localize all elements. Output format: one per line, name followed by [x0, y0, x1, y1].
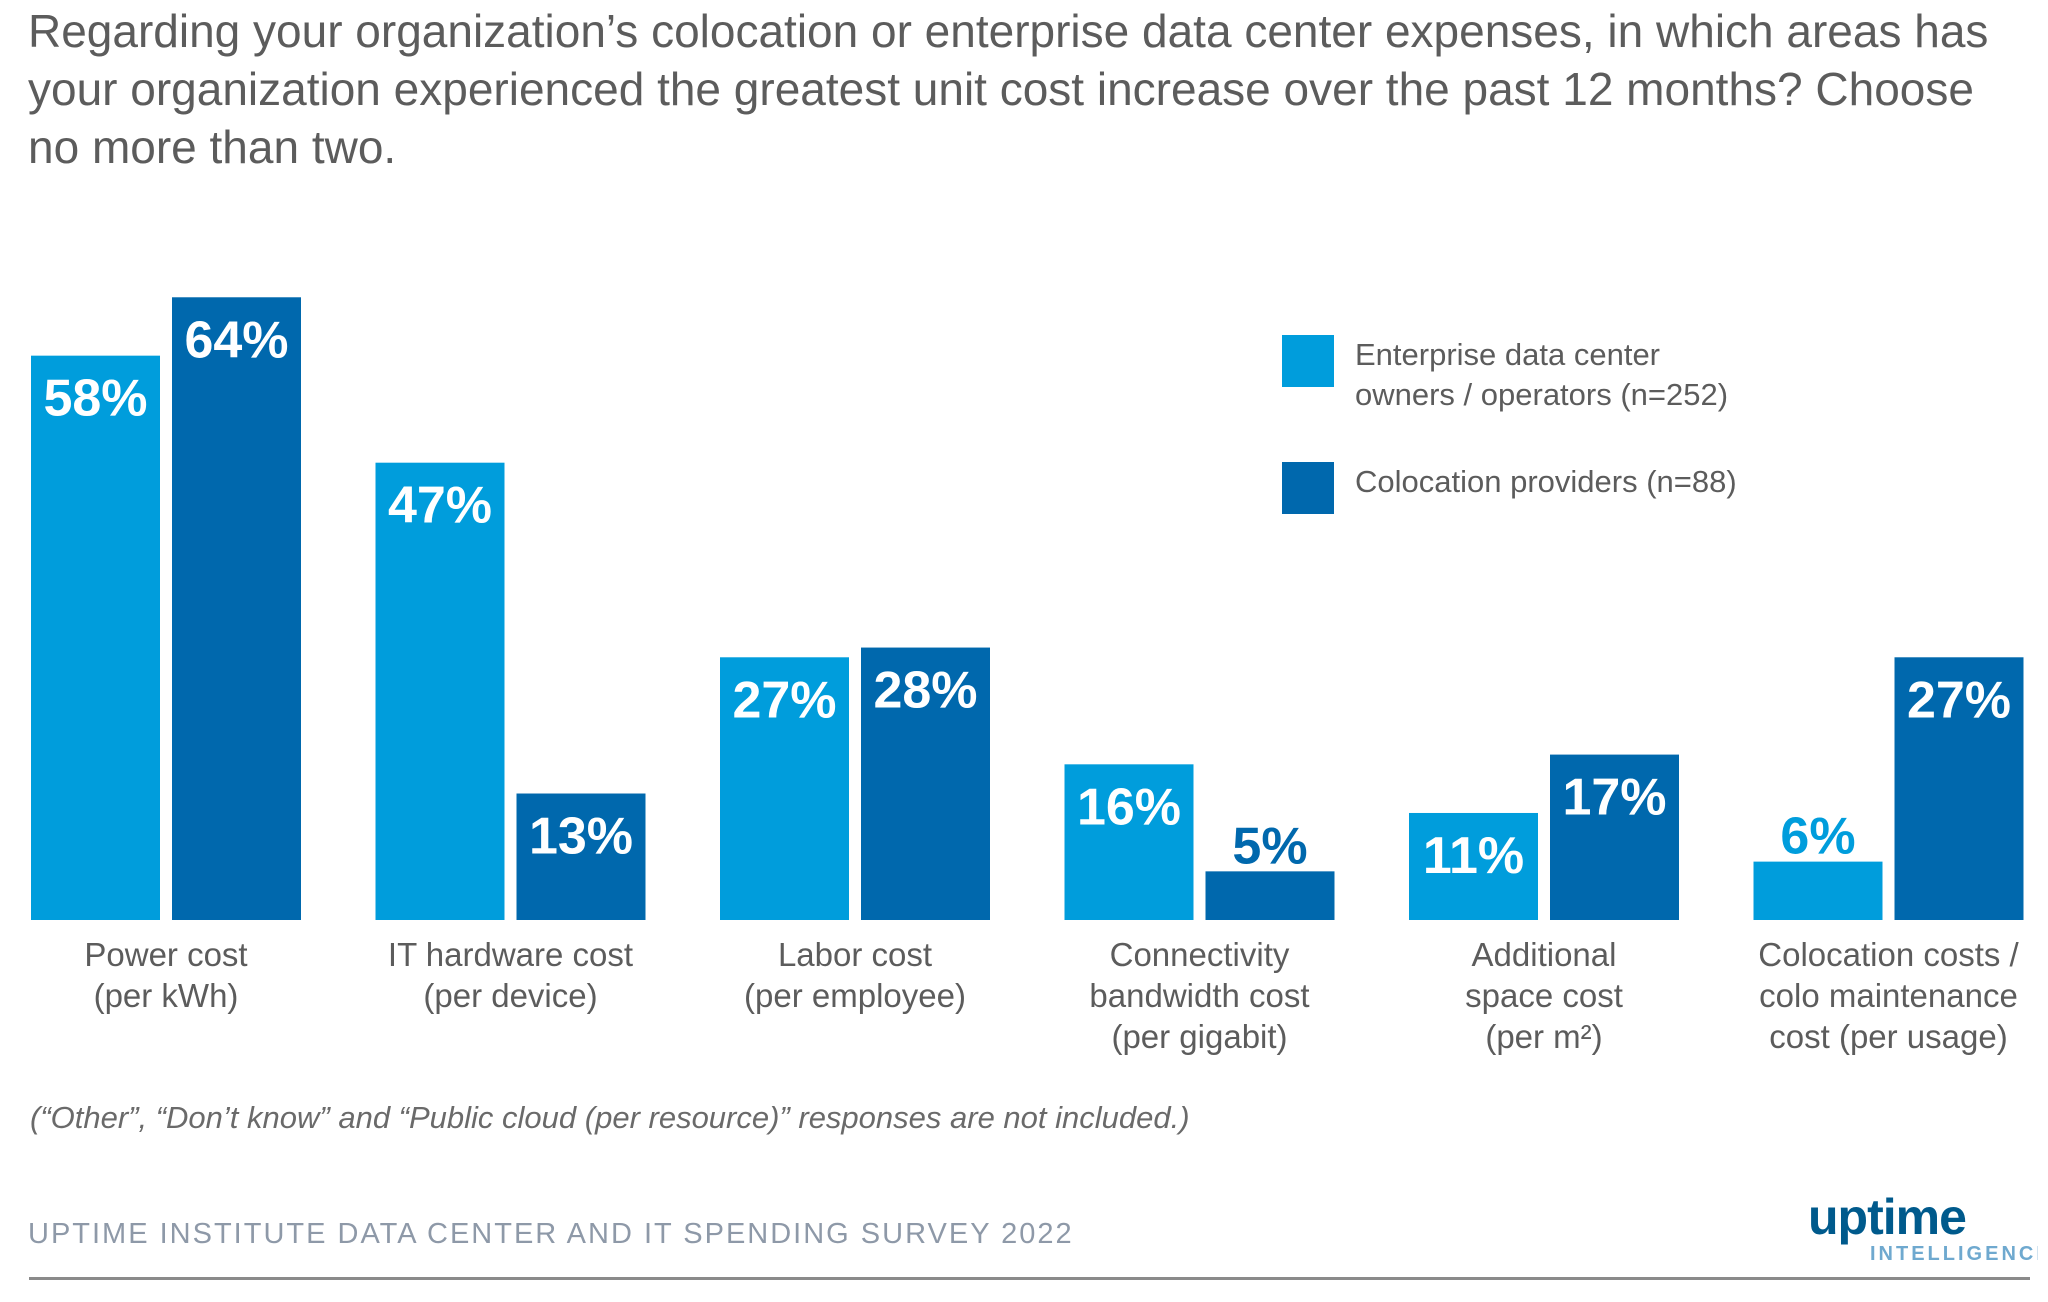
- data-label: 47%: [388, 477, 492, 535]
- legend-label: Colocation providers (n=88): [1355, 464, 1737, 499]
- category-label-line: IT hardware cost: [387, 936, 634, 973]
- bar-colocation-5: [1894, 657, 2024, 920]
- data-label: 11%: [1423, 827, 1524, 885]
- category-label: Additional space cost (per m²): [1384, 934, 1704, 1057]
- category-label-line: space cost: [1465, 977, 1623, 1014]
- category-label: IT hardware cost (per device): [351, 934, 671, 1016]
- bar-colocation-4: [1550, 754, 1679, 920]
- category-label-line: Power cost: [84, 936, 248, 973]
- bar-enterprise-1: [375, 462, 505, 920]
- category-label-line: Additional: [1471, 936, 1617, 973]
- category-label-line: bandwidth cost: [1089, 977, 1310, 1014]
- category-label: Colocation costs / colo maintenance cost (…: [1729, 934, 2048, 1057]
- bar-enterprise-3: [1064, 764, 1194, 920]
- data-label: 58%: [43, 370, 147, 428]
- category-label-line: (per gigabit): [1111, 1018, 1288, 1055]
- category-label-line: Connectivity: [1109, 936, 1290, 973]
- category-label-line: (per m²): [1485, 1018, 1603, 1055]
- bar-enterprise-5: [1753, 861, 1883, 920]
- bar-colocation-2: [861, 647, 990, 920]
- category-label: Labor cost (per employee): [695, 934, 1015, 1016]
- data-label: 5%: [1232, 817, 1307, 875]
- category-label-line: (per employee): [744, 977, 966, 1014]
- bar-enterprise-2: [720, 657, 849, 920]
- category-label-line: colo maintenance: [1759, 977, 2018, 1014]
- footer-divider: [29, 1277, 2030, 1280]
- data-label: 6%: [1780, 808, 1855, 866]
- bar-enterprise-4: [1409, 812, 1538, 920]
- category-label-line: Labor cost: [777, 936, 933, 973]
- uptime-intelligence-logo: uptime INTELLIGENCE: [1808, 1190, 2038, 1265]
- source-text: UPTIME INSTITUTE DATA CENTER AND IT SPEN…: [28, 1218, 1074, 1250]
- data-label: 27%: [732, 671, 836, 729]
- footnote: (“Other”, “Don’t know” and “Public cloud…: [30, 1100, 1190, 1135]
- legend-swatch: [1282, 335, 1334, 387]
- data-label: 27%: [1907, 671, 2011, 729]
- bar-colocation-1: [516, 793, 646, 920]
- logo-sub: INTELLIGENCE: [1870, 1243, 2038, 1265]
- category-label-line: (per kWh): [93, 977, 239, 1014]
- category-label: Connectivity bandwidth cost (per gigabit): [1040, 934, 1360, 1057]
- legend-label: Enterprise data center owners / operators…: [1355, 337, 1729, 412]
- category-label-line: Colocation costs /: [1758, 936, 2019, 973]
- bar-colocation-3: [1205, 871, 1335, 920]
- category-label-line: cost (per usage): [1769, 1018, 2008, 1055]
- data-label: 13%: [529, 808, 633, 866]
- chart-title: Regarding your organization’s colocation…: [28, 5, 1989, 173]
- logo-word: uptime: [1808, 1190, 1966, 1245]
- data-label: 28%: [873, 662, 977, 720]
- category-label: Power cost (per kWh): [6, 934, 326, 1016]
- data-label: 64%: [184, 311, 288, 369]
- bar-enterprise-0: [31, 355, 160, 920]
- data-label: 17%: [1562, 769, 1666, 827]
- data-label: 16%: [1077, 778, 1181, 836]
- legend-swatch: [1282, 462, 1334, 514]
- category-label-line: (per device): [423, 977, 598, 1014]
- bar-colocation-0: [172, 297, 301, 920]
